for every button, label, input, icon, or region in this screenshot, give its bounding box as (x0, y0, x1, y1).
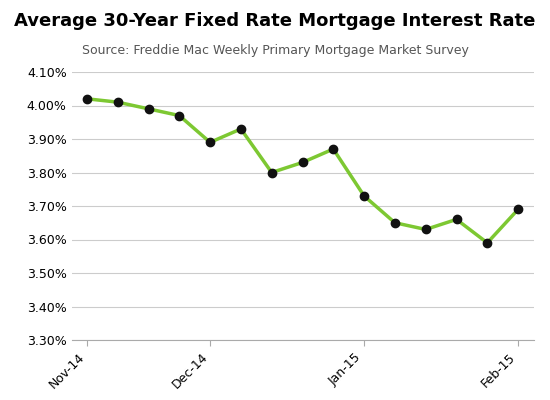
Text: Source: Freddie Mac Weekly Primary Mortgage Market Survey: Source: Freddie Mac Weekly Primary Mortg… (81, 44, 469, 57)
Text: Average 30-Year Fixed Rate Mortgage Interest Rate: Average 30-Year Fixed Rate Mortgage Inte… (14, 12, 536, 30)
